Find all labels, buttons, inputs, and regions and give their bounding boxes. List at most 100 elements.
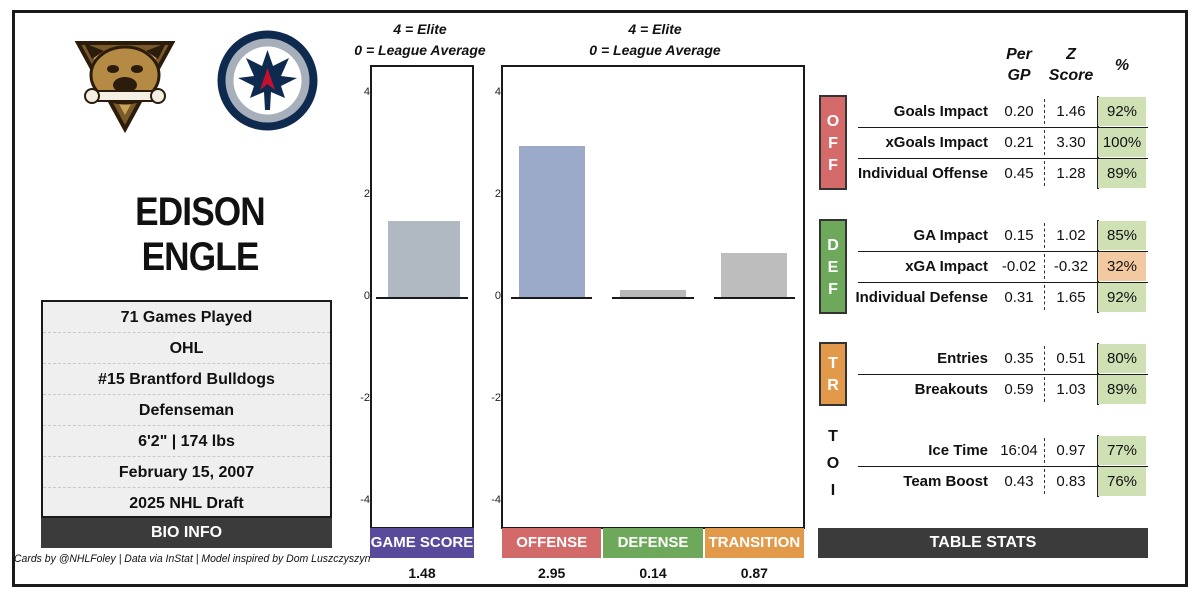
- table-column-divider: [1044, 99, 1045, 124]
- components-zero-line-segment: [713, 297, 795, 299]
- table-row-separator: [858, 466, 1148, 467]
- table-cell-per-gp: 16:04: [1000, 442, 1038, 459]
- scale-note-line2: 0 = League Average: [589, 42, 721, 58]
- components-zero-line-segment: [612, 297, 694, 299]
- components-tick-label: 2: [494, 187, 501, 200]
- table-cell-per-gp: 0.59: [1004, 381, 1034, 398]
- table-cell-per-gp: 0.43: [1004, 473, 1034, 490]
- components-value-label: 0.14: [639, 565, 667, 581]
- per-gp-header-line1: Per: [1006, 46, 1032, 63]
- table-row-label: Breakouts: [914, 381, 988, 398]
- bio-team: #15 Brantford Bulldogs: [43, 364, 330, 395]
- table-cell-per-gp: 0.35: [1004, 350, 1034, 367]
- table-cell-per-gp: 0.31: [1004, 289, 1034, 306]
- player-name: EDISON ENGLE: [135, 190, 266, 279]
- game-score-value-label: 1.48: [408, 565, 436, 581]
- table-column-divider: [1044, 346, 1045, 371]
- table-cell-z-score: 0.83: [1056, 473, 1086, 490]
- table-cell-percentile: 85%: [1098, 221, 1146, 250]
- table-cell-percentile: 89%: [1098, 375, 1146, 404]
- table-row: Individual Defense 0.31 1.65 92%: [845, 282, 1148, 313]
- table-row: Individual Offense 0.45 1.28 89%: [845, 158, 1148, 189]
- table-row-separator: [858, 251, 1148, 252]
- table-group-tag-letter: E: [827, 258, 839, 276]
- table-row-label: Entries: [937, 350, 988, 367]
- table-cell-percentile: 89%: [1098, 159, 1146, 188]
- table-row-separator: [858, 127, 1148, 128]
- table-group-tag-letter: T: [828, 428, 838, 445]
- table-row: Goals Impact 0.20 1.46 92%: [845, 96, 1148, 127]
- table-group-tag-letter: F: [828, 134, 838, 152]
- table-column-divider: [1044, 285, 1045, 310]
- table-group-tag-letter: I: [830, 482, 836, 499]
- components-zero-line-segment: [511, 297, 593, 299]
- components-category-label: DEFENSE: [603, 528, 703, 558]
- table-cell-per-gp: 0.45: [1004, 165, 1034, 182]
- table-cell-percentile: 76%: [1098, 467, 1146, 496]
- table-cell-percentile: 92%: [1098, 283, 1146, 312]
- table-row-separator: [858, 282, 1148, 283]
- game-score-tick-label: -4: [360, 494, 370, 507]
- table-cell-z-score: 3.30: [1056, 134, 1086, 151]
- table-cell-z-score: 1.65: [1056, 289, 1086, 306]
- pct-header: %: [1114, 57, 1130, 74]
- table-group-tag-letter: R: [827, 377, 839, 394]
- table-group-tag-letter: F: [828, 156, 838, 174]
- table-group-tag-letter: T: [828, 355, 838, 372]
- table-row-separator: [858, 374, 1148, 375]
- table-cell-per-gp: -0.02: [1001, 258, 1037, 275]
- table-row-label: Individual Offense: [857, 165, 988, 182]
- components-tick-label: 4: [494, 85, 501, 98]
- components-bar-offense: [518, 146, 585, 297]
- table-cell-z-score: -0.32: [1053, 258, 1089, 275]
- table-column-divider: [1044, 223, 1045, 248]
- table-row: Entries 0.35 0.51 80%: [845, 343, 1148, 374]
- table-cell-per-gp: 0.21: [1004, 134, 1034, 151]
- table-row-label: xGoals Impact: [885, 134, 988, 151]
- game-score-tick-label: 2: [363, 187, 370, 200]
- components-category-label: TRANSITION: [704, 528, 804, 558]
- table-column-divider: [1044, 161, 1045, 186]
- table-cell-z-score: 0.51: [1056, 350, 1086, 367]
- components-category-label: OFFENSE: [502, 528, 602, 558]
- game-score-bar-game-score: [388, 221, 460, 297]
- components-scale-note: 4 = Elite 0 = League Average: [570, 19, 740, 61]
- table-stats-header: TABLE STATS: [818, 528, 1148, 558]
- jets-logo-icon: [217, 30, 318, 131]
- bio-size: 6'2" | 174 lbs: [43, 426, 330, 457]
- table-cell-percentile: 100%: [1098, 128, 1146, 157]
- components-tick-label: -4: [491, 494, 501, 507]
- components-value-label: 2.95: [538, 565, 566, 581]
- table-group-tag-letter: O: [826, 455, 840, 472]
- per-gp-header-line2: GP: [1007, 67, 1031, 84]
- table-cell-z-score: 0.97: [1056, 442, 1086, 459]
- bio-games-played: 71 Games Played: [43, 302, 330, 333]
- table-column-divider: [1044, 377, 1045, 402]
- table-row-separator: [858, 158, 1148, 159]
- bio-info-box: 71 Games Played OHL #15 Brantford Bulldo…: [41, 300, 332, 518]
- bio-info-header: BIO INFO: [41, 518, 332, 548]
- table-cell-z-score: 1.03: [1056, 381, 1086, 398]
- components-bar-defense: [620, 289, 686, 297]
- bio-draft: 2025 NHL Draft: [129, 495, 244, 512]
- table-group-tag-letter: O: [826, 112, 840, 130]
- table-row-label: GA Impact: [913, 227, 988, 244]
- components-tick-label: -2: [491, 392, 501, 405]
- components-tick-label: 0: [494, 290, 501, 302]
- z-score-header-line2: Score: [1048, 67, 1094, 84]
- table-column-divider: [1044, 469, 1045, 494]
- table-row: Team Boost 0.43 0.83 76%: [845, 466, 1148, 497]
- bio-position: Defenseman: [43, 395, 330, 426]
- table-row-label: Ice Time: [928, 442, 988, 459]
- game-score-zero-line: [376, 297, 468, 299]
- table-row-label: Team Boost: [903, 473, 988, 490]
- table-cell-percentile: 92%: [1098, 97, 1146, 126]
- table-row: xGoals Impact 0.21 3.30 100%: [845, 127, 1148, 158]
- table-column-divider: [1044, 438, 1045, 463]
- table-group-tag-letter: D: [827, 236, 839, 254]
- bio-league: OHL: [43, 333, 330, 364]
